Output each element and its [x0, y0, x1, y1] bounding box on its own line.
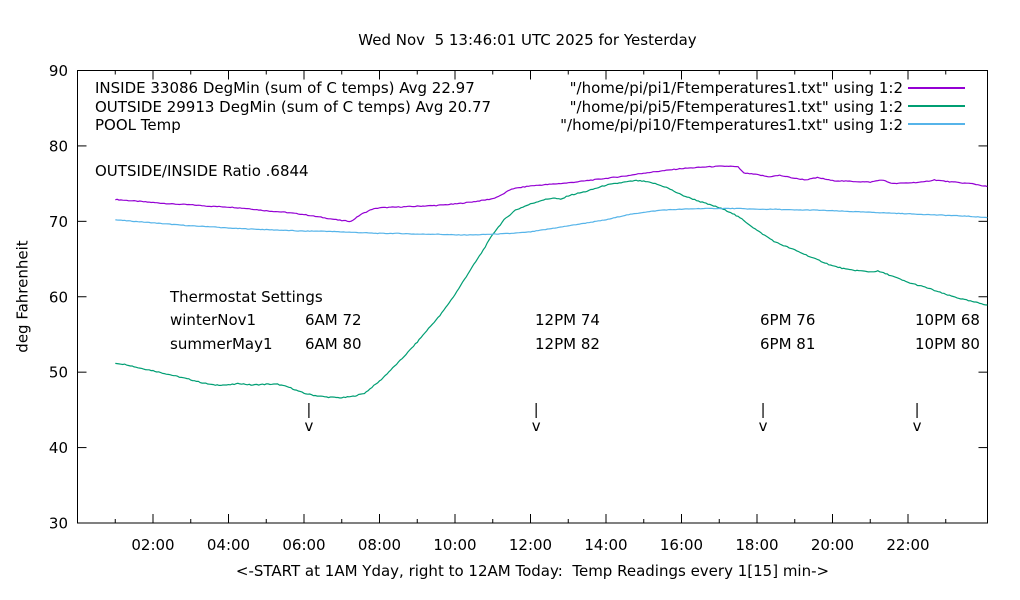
legend-file-pool: "/home/pi/pi10/Ftemperatures1.txt" using… [560, 116, 903, 134]
thermostat-winter-12pm: 12PM 74 [535, 311, 600, 329]
x-axis-label: <-START at 1AM Yday, right to 12AM Today… [235, 562, 830, 580]
y-tick-label: 70 [49, 213, 68, 231]
legend-label-pool: POOL Temp [95, 116, 181, 134]
x-tick-label: 12:00 [509, 536, 552, 554]
y-tick-label: 40 [49, 439, 68, 457]
legend-file-inside: "/home/pi/pi1/Ftemperatures1.txt" using … [569, 79, 903, 97]
x-tick-label: 10:00 [433, 536, 476, 554]
legend-label-inside: INSIDE 33086 DegMin (sum of C temps) Avg… [95, 79, 475, 97]
legend-line-sample-inside [908, 86, 965, 89]
y-tick-label: 90 [49, 62, 68, 80]
x-tick-label: 02:00 [131, 536, 174, 554]
series-line-inside [115, 165, 988, 223]
x-tick-label: 08:00 [358, 536, 401, 554]
thermostat-summer-6am: 6AM 80 [305, 335, 362, 353]
axes [77, 70, 988, 524]
thermostat-summer-12pm: 12PM 82 [535, 335, 600, 353]
arrow-head-v: v [913, 417, 922, 435]
chart-title: Wed Nov 5 13:46:01 UTC 2025 for Yesterda… [358, 31, 697, 49]
x-tick-label: 04:00 [207, 536, 250, 554]
thermostat-winter-name: winterNov1 [170, 311, 257, 329]
series-line-pool [115, 207, 988, 236]
x-tick-label: 14:00 [584, 536, 627, 554]
thermostat-winter-6pm: 6PM 76 [760, 311, 816, 329]
legend-line-sample-pool [908, 123, 965, 125]
x-tick-label: 06:00 [282, 536, 325, 554]
arrow-head-v: v [532, 417, 541, 435]
series-line-outside [115, 179, 988, 399]
x-tick-label: 18:00 [735, 536, 778, 554]
y-tick-label: 60 [49, 288, 68, 306]
arrow-head-v: v [304, 417, 313, 435]
thermostat-winter-10pm: 10PM 68 [915, 311, 980, 329]
ratio-text: OUTSIDE/INSIDE Ratio .6844 [95, 162, 309, 180]
thermostat-summer-10pm: 10PM 80 [915, 335, 980, 353]
tick-labels: 30 40 50 60 70 80 90 02:00 04:00 06:00 08:00 10:00 1… [49, 62, 930, 554]
arrow-head-v: v [759, 417, 768, 435]
y-tick-label: 80 [49, 137, 68, 155]
y-tick-label: 50 [49, 364, 68, 382]
thermostat-summer-6pm: 6PM 81 [760, 335, 816, 353]
y-tick-label: 30 [49, 515, 68, 533]
x-tick-label: 20:00 [811, 536, 854, 554]
thermostat-summer-name: summerMay1 [170, 335, 273, 353]
thermostat-title: Thermostat Settings [170, 288, 323, 306]
x-tick-label: 16:00 [660, 536, 703, 554]
legend-line-sample-outside [908, 105, 965, 107]
legend-file-outside: "/home/pi/pi5/Ftemperatures1.txt" using … [569, 97, 903, 116]
y-axis-label: deg Fahrenheit [13, 240, 32, 353]
thermostat-winter-6am: 6AM 72 [305, 311, 362, 329]
x-tick-label: 22:00 [886, 536, 929, 554]
legend-label-outside: OUTSIDE 29913 DegMin (sum of C temps) Av… [95, 97, 492, 116]
